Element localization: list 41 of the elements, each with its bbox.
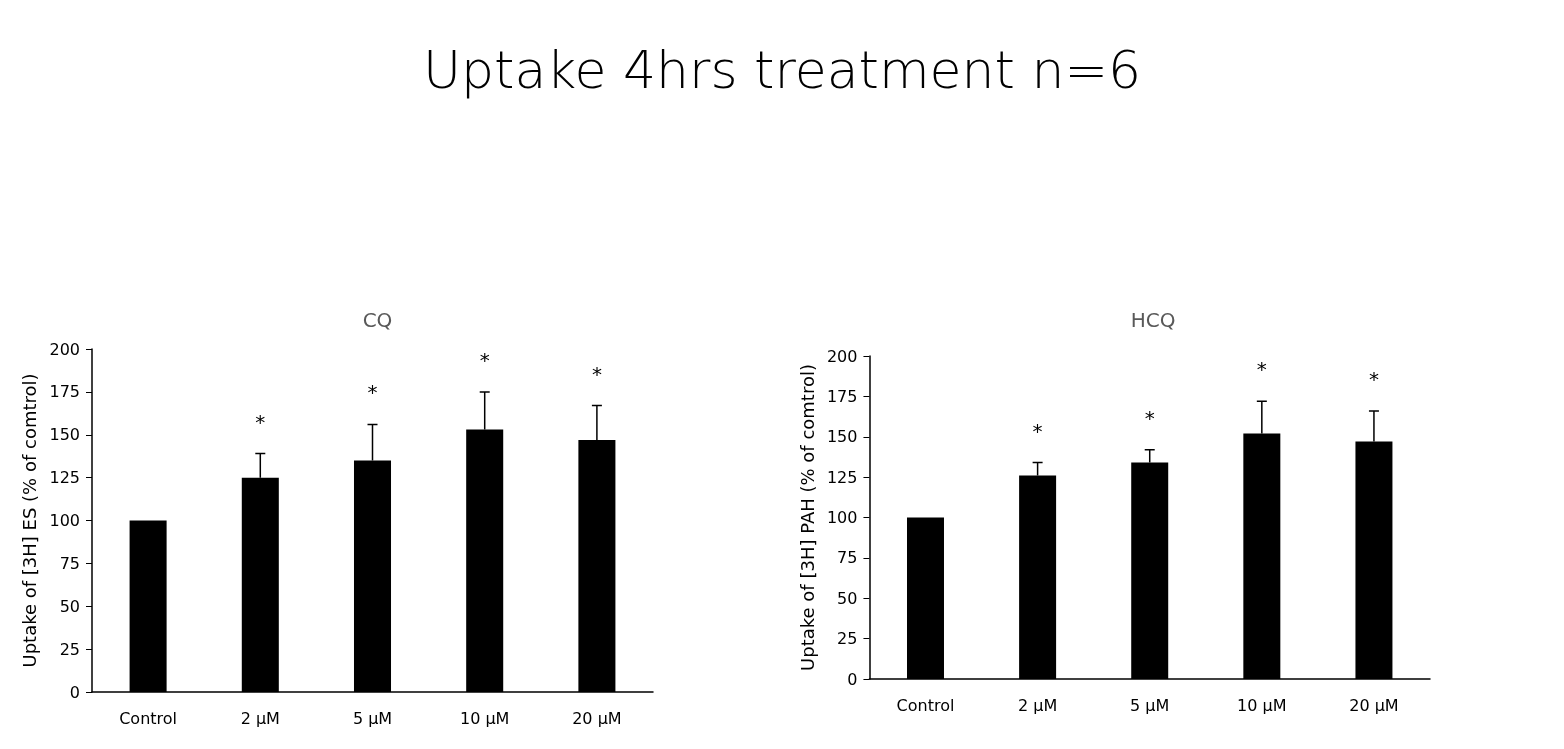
y-tick-label: 200 — [49, 339, 80, 359]
x-tick-label: Control — [119, 708, 178, 728]
x-tick-label: 20 µM — [572, 708, 622, 728]
annotation: * — [367, 380, 378, 405]
y-tick-label: 100 — [49, 511, 80, 530]
y-axis-title: Uptake of [3H] PAH (% of comtrol) — [796, 364, 818, 671]
annotation: * — [1032, 418, 1043, 443]
x-tick-label: 2 µM — [240, 708, 280, 728]
annotation: * — [1256, 357, 1267, 382]
y-tick-label: 125 — [49, 468, 80, 488]
x-tick-label: 5 µM — [352, 708, 393, 728]
y-tick-label: 25 — [59, 639, 80, 659]
annotation: * — [255, 409, 266, 434]
y-tick-label: 150 — [49, 425, 80, 445]
x-tick-label: 5 µM — [1130, 695, 1170, 715]
y-tick-label: 200 — [826, 346, 858, 366]
y-tick-label: 150 — [826, 427, 858, 447]
annotation: * — [479, 347, 490, 372]
y-tick-label: 50 — [59, 596, 80, 616]
y-axis-title: Uptake of [3H] ES (% of comtrol) — [19, 373, 41, 668]
chart-title: HCQ — [1130, 308, 1176, 332]
annotation: * — [1368, 366, 1379, 391]
y-tick-label: 175 — [49, 382, 80, 402]
y-tick-label: 100 — [826, 508, 858, 527]
y-tick-label: 0 — [69, 682, 80, 702]
chart-title: CQ — [362, 308, 393, 332]
x-tick-label: 2 µM — [1017, 695, 1058, 715]
y-tick-label: 125 — [826, 467, 858, 487]
y-tick-label: 0 — [847, 669, 858, 689]
y-tick-label: 75 — [59, 553, 80, 573]
y-tick-label: 50 — [837, 588, 858, 608]
y-tick-label: 25 — [837, 629, 858, 649]
text: Uptake 4hrs treatment n=6 — [421, 40, 1143, 100]
annotation: * — [1144, 405, 1155, 430]
x-tick-label: 20 µM — [1349, 695, 1399, 715]
y-tick-label: 175 — [826, 386, 858, 406]
x-tick-label: 10 µM — [459, 708, 510, 728]
x-tick-label: 10 µM — [1237, 695, 1287, 715]
y-tick-label: 75 — [837, 548, 858, 568]
annotation: * — [591, 361, 602, 386]
x-tick-label: Control — [896, 695, 955, 715]
